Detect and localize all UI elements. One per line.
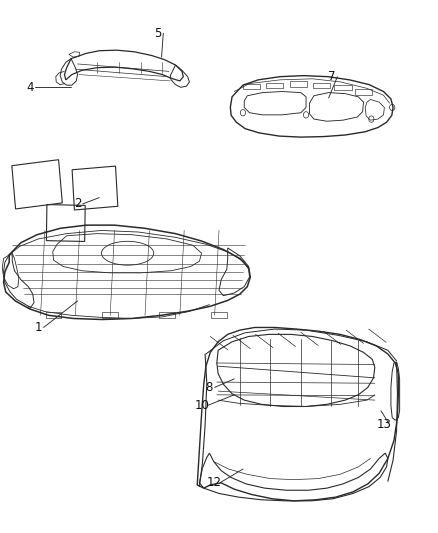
Text: 2: 2 [74,197,81,211]
Text: 4: 4 [26,81,33,94]
Text: 12: 12 [207,477,222,489]
Text: 7: 7 [328,70,336,83]
Text: 13: 13 [377,418,392,431]
Text: 10: 10 [195,399,210,412]
Text: 5: 5 [154,27,162,39]
Text: 1: 1 [35,321,42,334]
Text: 8: 8 [206,381,213,394]
